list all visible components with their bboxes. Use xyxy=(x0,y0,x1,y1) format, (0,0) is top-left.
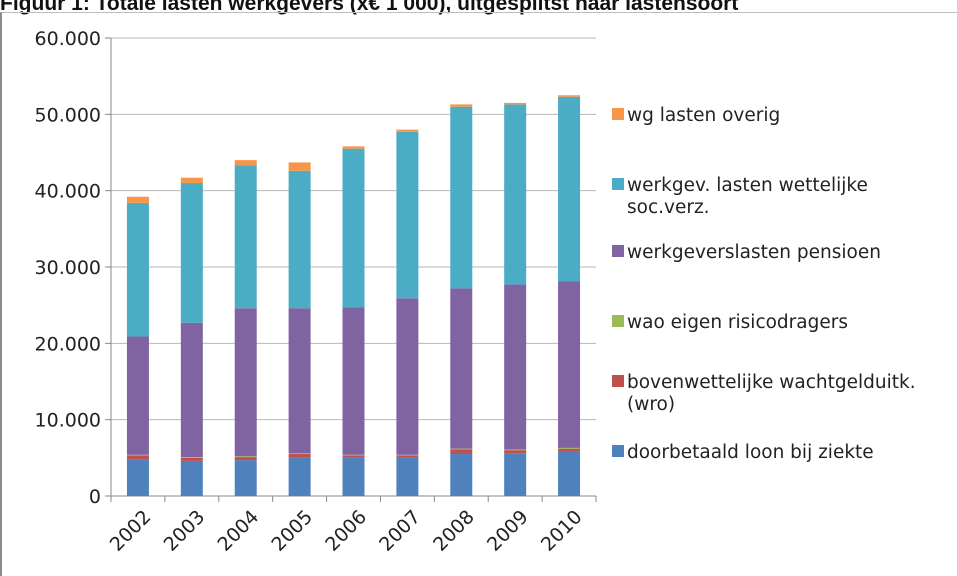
legend-label: doorbetaald loon bij ziekte xyxy=(627,442,874,463)
x-tick-label: 2010 xyxy=(537,506,587,556)
x-tick-label: 2009 xyxy=(483,506,533,556)
bar-segment xyxy=(180,457,203,458)
bar-segment xyxy=(126,336,149,455)
legend-swatch xyxy=(612,245,624,257)
bar-segment xyxy=(234,456,257,458)
bar-segment xyxy=(234,457,257,461)
bar-segment xyxy=(180,183,203,323)
bar-segment xyxy=(450,104,473,107)
bar-segment xyxy=(342,146,365,149)
bar-segment xyxy=(396,131,419,299)
legend-label: wg lasten overig xyxy=(627,105,780,126)
x-tick-label: 2004 xyxy=(214,506,264,556)
bar-segment xyxy=(450,106,473,289)
bar-segment xyxy=(288,170,311,309)
bar-segment xyxy=(504,449,527,451)
legend-swatch xyxy=(612,108,624,120)
bar-segment xyxy=(342,454,365,456)
bar-segment xyxy=(180,457,203,461)
bar-segment xyxy=(450,449,473,455)
bar-segment xyxy=(450,454,473,496)
bar-segment xyxy=(234,460,257,496)
x-tick-label: 2005 xyxy=(267,506,317,556)
bar-segment xyxy=(504,284,527,450)
legend-swatch xyxy=(612,178,624,190)
legend-label: werkgev. lasten wettelijke xyxy=(627,175,868,196)
bar-segment xyxy=(342,457,365,496)
bar-segment xyxy=(126,196,149,203)
x-tick-label: 2002 xyxy=(106,506,156,556)
bar-segment xyxy=(396,129,419,132)
x-tick-label: 2008 xyxy=(429,506,479,556)
legend-label: (wro) xyxy=(627,394,675,415)
bar-segment xyxy=(234,160,257,166)
bar-segment xyxy=(396,455,419,458)
bar-segment xyxy=(126,454,149,456)
bar-segment xyxy=(504,102,527,105)
legend-swatch xyxy=(612,445,624,457)
bar-segment xyxy=(126,455,149,460)
chart-frame xyxy=(0,12,957,576)
y-tick-label: 30.000 xyxy=(35,257,101,279)
bar-segment xyxy=(126,459,149,496)
bar-segment xyxy=(504,104,527,285)
legend-label: wao eigen risicodragers xyxy=(627,312,848,333)
y-tick-label: 0 xyxy=(89,486,101,508)
bar-segment xyxy=(180,322,203,458)
legend-swatch xyxy=(612,375,624,387)
bar-segment xyxy=(450,288,473,449)
x-tick-label: 2003 xyxy=(160,506,210,556)
bar-segment xyxy=(288,162,311,171)
legend-swatch xyxy=(612,315,624,327)
bar-segment xyxy=(126,202,149,337)
y-tick-label: 40.000 xyxy=(35,181,101,203)
bar-segment xyxy=(288,454,311,458)
bar-segment xyxy=(234,165,257,309)
y-tick-label: 60.000 xyxy=(35,28,101,50)
bar-segment xyxy=(558,281,581,448)
figure-caption: Figuur 1: Totale lasten werkgevers (x€ 1… xyxy=(0,0,739,15)
bar-segment xyxy=(342,148,365,308)
x-tick-label: 2007 xyxy=(375,506,425,556)
y-tick-label: 50.000 xyxy=(35,104,101,126)
x-tick-label: 2006 xyxy=(321,506,371,556)
bar-segment xyxy=(558,95,581,97)
bar-segment xyxy=(558,450,581,496)
bar-segment xyxy=(342,455,365,458)
legend-label: bovenwettelijke wachtgelduitk. xyxy=(627,372,916,393)
bar-segment xyxy=(342,307,365,455)
bar-segment xyxy=(288,308,311,454)
bar-segment xyxy=(558,448,581,451)
bar-segment xyxy=(234,308,257,457)
bar-segment xyxy=(504,450,527,454)
bar-segment xyxy=(180,177,203,184)
bar-segment xyxy=(558,96,581,282)
bar-segment xyxy=(396,454,419,456)
bar-segment xyxy=(450,448,473,450)
y-tick-label: 10.000 xyxy=(35,410,101,432)
bar-segment xyxy=(288,457,311,496)
bar-segment xyxy=(180,460,203,496)
bar-segment xyxy=(288,453,311,455)
legend-label: soc.verz. xyxy=(627,197,710,218)
y-tick-label: 20.000 xyxy=(35,333,101,355)
bar-segment xyxy=(558,447,581,449)
bar-segment xyxy=(396,298,419,455)
bar-segment xyxy=(504,453,527,496)
bar-segment xyxy=(396,457,419,496)
legend-label: werkgeverslasten pensioen xyxy=(627,242,881,263)
